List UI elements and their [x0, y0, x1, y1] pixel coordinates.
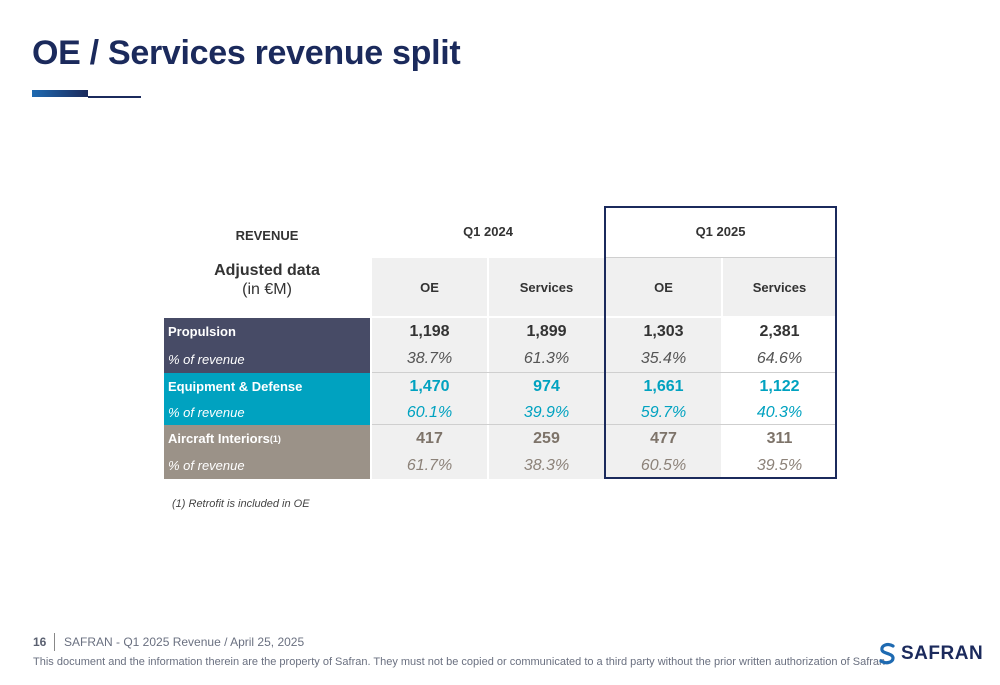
footnote: (1) Retrofit is included in OE [172, 498, 310, 510]
equipment-pct-services-2025: 40.3% [756, 403, 803, 421]
footer-divider [54, 633, 55, 651]
equipment-services-2024: 974 [533, 377, 560, 395]
propulsion-pct-services-2025: 64.6% [756, 350, 803, 367]
safran-s-icon [879, 643, 895, 665]
col-services-2025: Services [723, 258, 836, 316]
propulsion-pct-oe-2024: 38.7% [406, 350, 453, 367]
propulsion-oe-2025: 1,303 [643, 322, 684, 340]
period-q1-2025-header: Q1 2025 [695, 223, 746, 239]
footer-text: SAFRAN - Q1 2025 Revenue / April 25, 202… [64, 635, 305, 649]
header-separator [605, 257, 836, 258]
footer-legal-notice: This document and the information therei… [33, 656, 886, 668]
col-services-2024: Services [489, 258, 604, 316]
row-label-equipment-pct: % of revenue [164, 400, 370, 425]
propulsion-pct-services-2024: 61.3% [523, 350, 570, 367]
interiors-services-2025: 311 [766, 429, 793, 447]
period-q1-2024-header: Q1 2024 [463, 223, 513, 239]
row-label-interiors: Aircraft Interiors (1) [164, 425, 370, 452]
row-label-equipment: Equipment & Defense [164, 373, 370, 400]
logo-text: SAFRAN [901, 643, 984, 664]
safran-logo: SAFRAN [878, 642, 983, 666]
row-label-propulsion: Propulsion [164, 318, 370, 345]
propulsion-pct-oe-2025: 35.4% [640, 350, 687, 367]
equipment-services-2025: 1,122 [759, 377, 800, 395]
interiors-pct-services-2025: 39.5% [756, 456, 803, 474]
equipment-pct-oe-2025: 59.7% [640, 403, 687, 421]
unit-label: (in €M) [242, 281, 292, 298]
col-oe-2025: OE [606, 258, 721, 316]
revenue-header: REVENUE [235, 227, 299, 243]
title-accent-line [88, 96, 141, 98]
services-2024-column-bg [489, 318, 604, 479]
interiors-pct-oe-2024: 61.7% [406, 456, 453, 474]
page-title: OE / Services revenue split [32, 34, 461, 72]
row-label-propulsion-pct: % of revenue [164, 345, 370, 373]
row-label-interiors-sup: (1) [269, 433, 281, 444]
equipment-oe-2025: 1,661 [643, 377, 684, 395]
row-label-interiors-text: Aircraft Interiors [168, 431, 270, 446]
interiors-pct-oe-2025: 60.5% [640, 456, 687, 474]
equipment-pct-oe-2024: 60.1% [406, 403, 453, 421]
oe-2024-column-bg [372, 318, 487, 479]
equipment-pct-services-2024: 39.9% [523, 403, 570, 421]
interiors-pct-services-2024: 38.3% [523, 456, 570, 474]
adjusted-data-label: Adjusted data [214, 262, 320, 279]
propulsion-oe-2024: 1,198 [409, 322, 450, 340]
title-accent-bar [32, 90, 88, 97]
propulsion-services-2024: 1,899 [526, 322, 567, 340]
interiors-oe-2024: 417 [416, 429, 443, 447]
col-oe-2024: OE [372, 258, 487, 316]
equipment-oe-2024: 1,470 [409, 377, 450, 395]
propulsion-services-2025: 2,381 [759, 322, 800, 340]
page-number: 16 [33, 635, 47, 649]
oe-2025-column-bg [606, 318, 721, 479]
row-label-interiors-pct: % of revenue [164, 452, 370, 479]
interiors-oe-2025: 477 [650, 429, 677, 447]
interiors-services-2024: 259 [533, 429, 560, 447]
